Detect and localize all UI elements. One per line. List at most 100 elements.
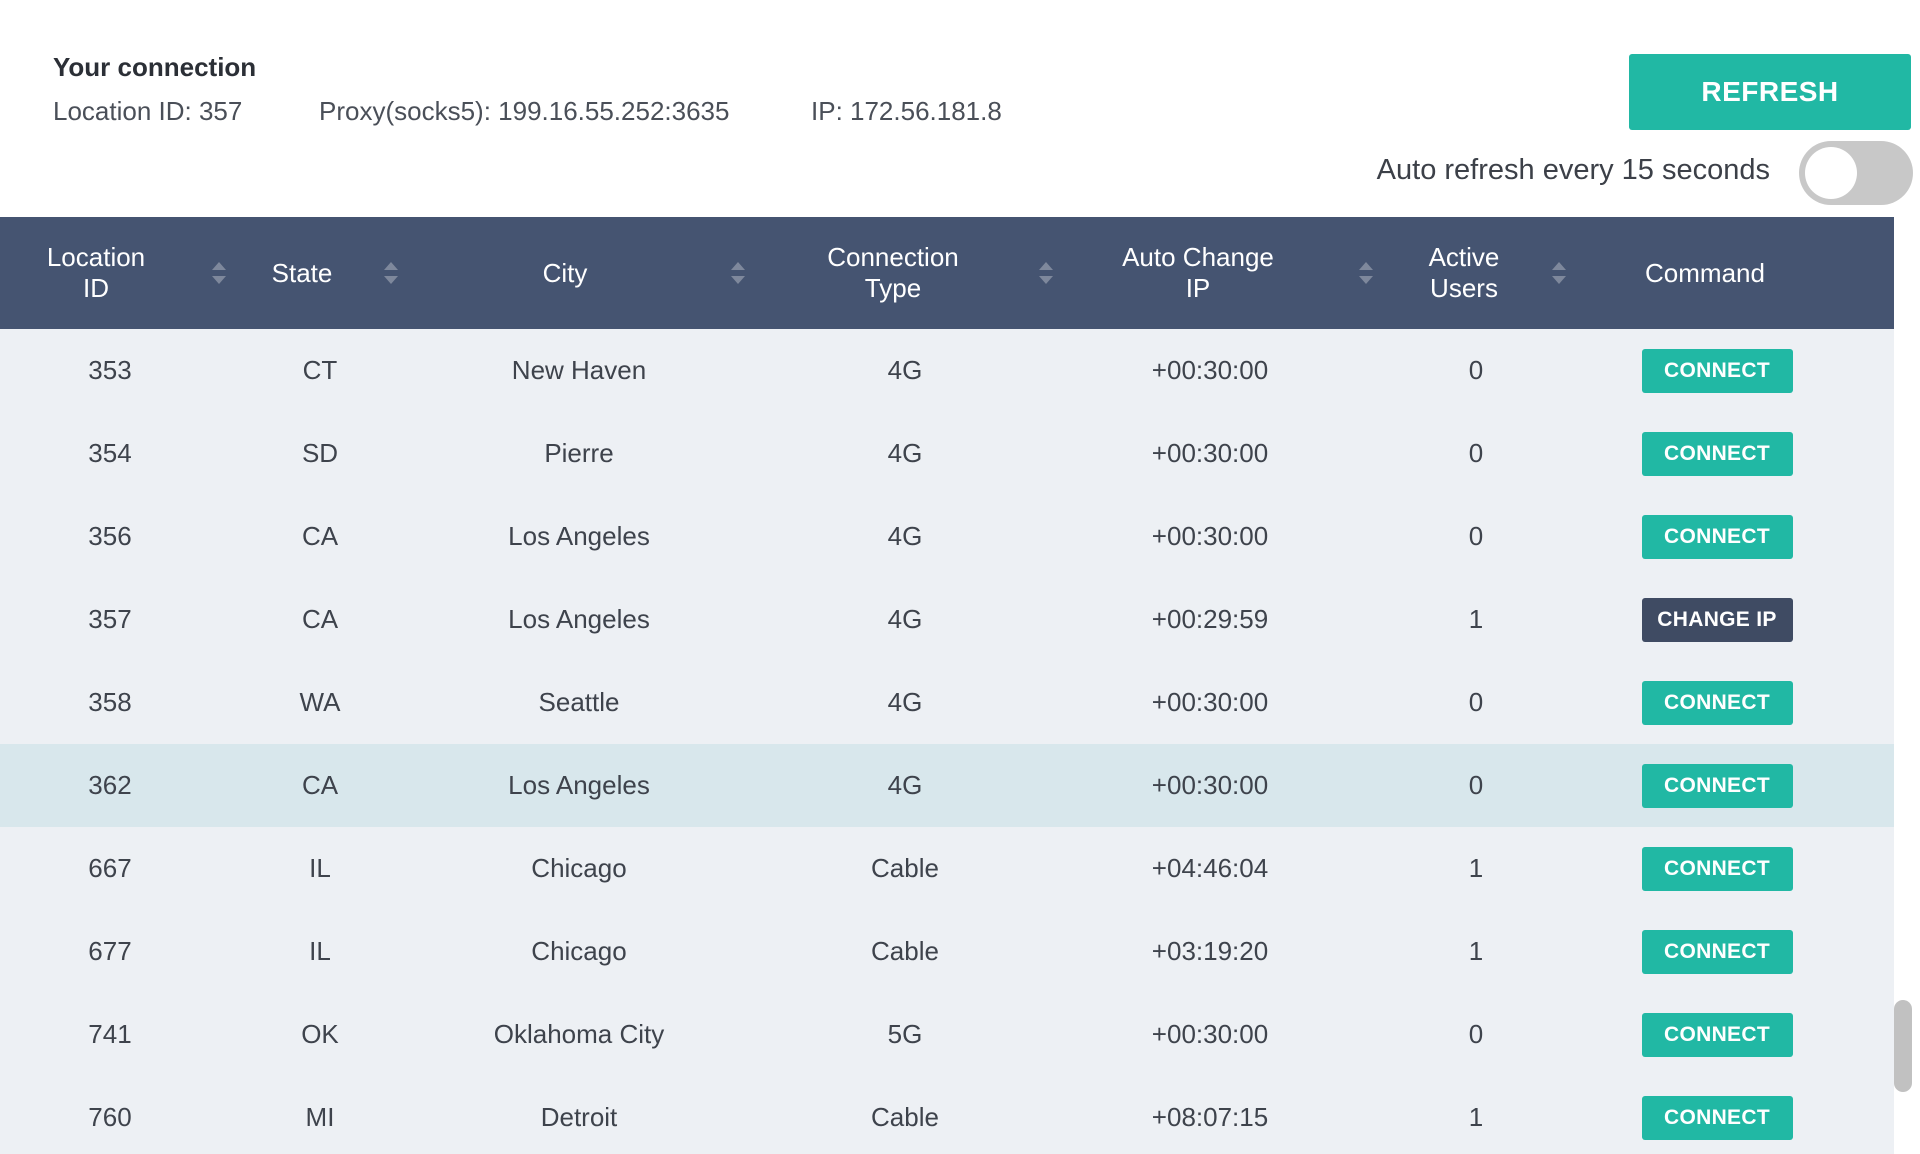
cell-city: Los Angeles (508, 604, 650, 634)
cell-location-id: 358 (88, 687, 132, 717)
cell-location-id: 667 (88, 853, 132, 883)
cell-auto-change-ip: +00:30:00 (1151, 770, 1269, 800)
cell-location-id: 362 (88, 770, 132, 800)
cell-command: CONNECT (1640, 744, 1794, 827)
cell-state: CA (301, 521, 339, 551)
cell-active-users: 0 (1468, 687, 1484, 717)
table-body: 353 CT New Haven 4G +00:30:00 0 CONNECT 354 SD Pi… (0, 329, 1894, 1154)
table-row[interactable]: 362 CA Los Angeles 4G +00:30:00 0 CONNECT (0, 744, 1894, 827)
cell-connection-type: 4G (887, 604, 923, 634)
cell-auto-change-ip: +00:29:59 (1151, 604, 1269, 634)
sort-location-id-icon[interactable] (211, 217, 227, 329)
connect-button[interactable]: CONNECT (1641, 846, 1793, 891)
sort-auto-change-ip-icon[interactable] (1358, 217, 1374, 329)
cell-state: IL (309, 936, 331, 966)
cell-state: WA (299, 687, 341, 717)
connection-title: Your connection (53, 52, 257, 82)
connection-ip: IP: 172.56.181.8 (811, 96, 1002, 126)
cell-active-users: 0 (1468, 438, 1484, 468)
cell-command: CONNECT (1640, 661, 1794, 744)
cell-city: Pierre (544, 438, 614, 468)
connect-button[interactable]: CONNECT (1641, 763, 1793, 808)
cell-state: CT (302, 355, 338, 385)
cell-city: Chicago (531, 936, 627, 966)
header-command: Command (1645, 257, 1765, 288)
sort-connection-type-icon[interactable] (1038, 217, 1054, 329)
connection-proxy: Proxy(socks5): 199.16.55.252:3635 (319, 96, 730, 126)
header-city[interactable]: City (542, 257, 588, 288)
header-location-id[interactable]: Location ID (46, 242, 146, 303)
cell-connection-type: 4G (887, 687, 923, 717)
cell-state: OK (301, 1019, 339, 1049)
cell-active-users: 1 (1468, 853, 1484, 883)
header-state[interactable]: State (271, 257, 333, 288)
cell-auto-change-ip: +08:07:15 (1151, 1102, 1269, 1132)
connect-button[interactable]: CONNECT (1641, 929, 1793, 974)
sort-active-users-icon[interactable] (1551, 217, 1567, 329)
header-active-users[interactable]: Active Users (1428, 242, 1500, 303)
change-ip-button[interactable]: CHANGE IP (1641, 597, 1793, 642)
table-header: Location ID State City Connection Type Aut… (0, 217, 1894, 329)
cell-active-users: 1 (1468, 604, 1484, 634)
cell-connection-type: Cable (871, 853, 939, 883)
table-row[interactable]: 741 OK Oklahoma City 5G +00:30:00 0 CONNECT (0, 993, 1894, 1076)
cell-city: New Haven (511, 355, 647, 385)
cell-connection-type: 4G (887, 438, 923, 468)
sort-state-icon[interactable] (383, 217, 399, 329)
connect-button[interactable]: CONNECT (1641, 431, 1793, 476)
scrollbar-track[interactable] (1894, 217, 1920, 1154)
cell-connection-type: 4G (887, 521, 923, 551)
connect-button[interactable]: CONNECT (1641, 514, 1793, 559)
cell-active-users: 0 (1468, 1019, 1484, 1049)
cell-location-id: 353 (88, 355, 132, 385)
table-row[interactable]: 353 CT New Haven 4G +00:30:00 0 CONNECT (0, 329, 1894, 412)
cell-connection-type: 5G (887, 1019, 923, 1049)
refresh-button[interactable]: REFRESH (1629, 54, 1911, 130)
cell-location-id: 356 (88, 521, 132, 551)
cell-auto-change-ip: +00:30:00 (1151, 687, 1269, 717)
cell-auto-change-ip: +03:19:20 (1151, 936, 1269, 966)
sort-city-icon[interactable] (730, 217, 746, 329)
cell-command: CONNECT (1640, 1076, 1794, 1154)
cell-connection-type: Cable (871, 1102, 939, 1132)
cell-state: MI (305, 1102, 335, 1132)
connect-button[interactable]: CONNECT (1641, 1012, 1793, 1057)
cell-city: Los Angeles (508, 521, 650, 551)
table-row[interactable]: 356 CA Los Angeles 4G +00:30:00 0 CONNECT (0, 495, 1894, 578)
cell-active-users: 0 (1468, 355, 1484, 385)
header-auto-change-ip[interactable]: Auto Change IP (1122, 242, 1274, 303)
header-connection-type[interactable]: Connection Type (827, 242, 959, 303)
table-row[interactable]: 358 WA Seattle 4G +00:30:00 0 CONNECT (0, 661, 1894, 744)
cell-state: IL (309, 853, 331, 883)
table-row[interactable]: 760 MI Detroit Cable +08:07:15 1 CONNECT (0, 1076, 1894, 1154)
cell-active-users: 1 (1468, 936, 1484, 966)
cell-command: CONNECT (1640, 412, 1794, 495)
cell-city: Los Angeles (508, 770, 650, 800)
cell-command: CHANGE IP (1640, 578, 1794, 661)
cell-city: Chicago (531, 853, 627, 883)
cell-location-id: 357 (88, 604, 132, 634)
connect-button[interactable]: CONNECT (1641, 680, 1793, 725)
table-row[interactable]: 354 SD Pierre 4G +00:30:00 0 CONNECT (0, 412, 1894, 495)
auto-refresh-toggle[interactable] (1799, 141, 1913, 205)
cell-auto-change-ip: +00:30:00 (1151, 355, 1269, 385)
connect-button[interactable]: CONNECT (1641, 1095, 1793, 1140)
cell-auto-change-ip: +00:30:00 (1151, 438, 1269, 468)
table-row[interactable]: 357 CA Los Angeles 4G +00:29:59 1 CHANGE IP (0, 578, 1894, 661)
cell-auto-change-ip: +00:30:00 (1151, 521, 1269, 551)
cell-active-users: 0 (1468, 521, 1484, 551)
connection-location-id: Location ID: 357 (53, 96, 243, 126)
cell-location-id: 741 (88, 1019, 132, 1049)
cell-state: CA (301, 604, 339, 634)
cell-command: CONNECT (1640, 827, 1794, 910)
cell-city: Oklahoma City (493, 1019, 665, 1049)
cell-auto-change-ip: +00:30:00 (1151, 1019, 1269, 1049)
table-row[interactable]: 677 IL Chicago Cable +03:19:20 1 CONNECT (0, 910, 1894, 993)
connect-button[interactable]: CONNECT (1641, 348, 1793, 393)
cell-active-users: 1 (1468, 1102, 1484, 1132)
cell-location-id: 677 (88, 936, 132, 966)
table-row[interactable]: 667 IL Chicago Cable +04:46:04 1 CONNECT (0, 827, 1894, 910)
scrollbar-thumb[interactable] (1894, 1000, 1912, 1092)
cell-connection-type: 4G (887, 355, 923, 385)
